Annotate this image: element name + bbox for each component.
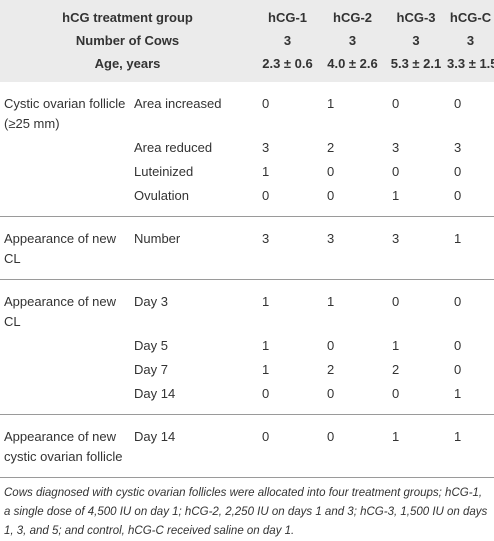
row-label: Area reduced [134, 140, 213, 155]
value-cell: 1 [385, 414, 448, 478]
value-cell: 0 [327, 338, 335, 353]
group-label [0, 382, 130, 415]
group-label [0, 334, 130, 358]
value-cell: 0 [255, 414, 321, 478]
header-cell: 5.3 ± 2.1 [390, 56, 442, 71]
body-row: Ovulation 0 0 1 0 [0, 184, 494, 217]
value-cell: 1 [262, 164, 270, 179]
value-cell: 1 [385, 184, 448, 217]
value-cell: 0 [454, 96, 462, 111]
value-cell: 3 [262, 140, 270, 155]
value-cell: 1 [262, 362, 270, 377]
value-cell: 1 [447, 216, 494, 280]
value-cell: 0 [454, 362, 462, 377]
value-cell: 0 [454, 338, 462, 353]
body-row: Appearance of new cystic ovarian follicl… [0, 414, 494, 478]
row-label: Day 5 [134, 338, 168, 353]
row-label: Day 14 [130, 414, 256, 478]
body-row: Appearance of new CL Day 3 1 1 0 0 [0, 280, 494, 335]
row-label: Day 3 [134, 294, 168, 309]
group-label: Appearance of new CL [0, 216, 130, 280]
value-cell: 0 [385, 382, 448, 415]
value-cell: 1 [392, 338, 400, 353]
value-cell: 3 [320, 216, 386, 280]
value-cell: 1 [447, 414, 494, 478]
value-cell: 1 [447, 382, 494, 415]
group-label: Cystic ovarian follicle (≥25 mm) [4, 96, 126, 131]
group-label [0, 136, 130, 160]
header-cell: hCG-1 [268, 10, 308, 25]
value-cell: 1 [262, 294, 270, 309]
row-label: Day 7 [134, 362, 168, 377]
header-cell: 3.3 ± 1.5 [447, 56, 494, 71]
header-row: hCG treatment group hCG-1 hCG-2 hCG-3 hCG-C [0, 0, 494, 29]
value-cell: 0 [392, 164, 400, 179]
row-label: Ovulation [130, 184, 256, 217]
group-label [0, 184, 130, 217]
footnote: Cows diagnosed with cystic ovarian folli… [4, 487, 488, 537]
table-header: hCG treatment group hCG-1 hCG-2 hCG-3 hCG-C N… [0, 0, 494, 82]
group-label: Appearance of new CL [4, 294, 117, 329]
value-cell: 3 [454, 140, 462, 155]
body-row: Day 14 0 0 0 1 [0, 382, 494, 415]
value-cell: 0 [447, 184, 494, 217]
body-row: Day 5 1 0 1 0 [0, 334, 494, 358]
header-cell: 2.3 ± 0.6 [262, 56, 313, 71]
header-label: Number of Cows [75, 33, 180, 48]
group-label [0, 160, 130, 184]
group-label [0, 358, 130, 382]
value-cell: 0 [327, 164, 335, 179]
value-cell: 2 [327, 362, 335, 377]
value-cell: 1 [327, 294, 335, 309]
results-table: hCG treatment group hCG-1 hCG-2 hCG-3 hCG-C N… [0, 0, 494, 478]
header-cell: hCG-2 [333, 10, 373, 25]
header-cell: hCG-C [449, 10, 492, 25]
group-label: Appearance of new cystic ovarian follicl… [0, 414, 130, 478]
body-row: Area reduced 3 2 3 3 [0, 136, 494, 160]
row-label: Number [130, 216, 256, 280]
value-cell: 0 [262, 96, 270, 111]
body-row: Day 7 1 2 2 0 [0, 358, 494, 382]
header-row: Age, years 2.3 ± 0.6 4.0 ± 2.6 5.3 ± 2.1 3.3… [0, 52, 494, 82]
value-cell: 0 [454, 164, 462, 179]
header-label: Age, years [94, 56, 161, 71]
value-cell: 0 [255, 382, 321, 415]
value-cell: 3 [255, 216, 321, 280]
value-cell: 2 [327, 140, 335, 155]
value-cell: 1 [327, 96, 335, 111]
value-cell: 0 [320, 184, 386, 217]
header-cell: 3 [283, 33, 292, 48]
value-cell: 0 [320, 414, 386, 478]
value-cell: 3 [392, 140, 400, 155]
header-cell: 3 [466, 33, 475, 48]
row-label: Luteinized [134, 164, 194, 179]
header-cell: 3 [412, 33, 420, 48]
header-label: hCG treatment group [62, 10, 193, 25]
header-row: Number of Cows 3 3 3 3 [0, 29, 494, 52]
value-cell: 3 [385, 216, 448, 280]
value-cell: 0 [255, 184, 321, 217]
header-cell: 3 [348, 33, 357, 48]
header-cell: hCG-3 [396, 10, 436, 25]
value-cell: 1 [262, 338, 270, 353]
row-label: Day 14 [130, 382, 256, 415]
row-label: Area increased [134, 96, 222, 111]
value-cell: 0 [454, 294, 462, 309]
header-cell: 4.0 ± 2.6 [327, 56, 378, 71]
value-cell: 0 [392, 294, 400, 309]
body-row: Luteinized 1 0 0 0 [0, 160, 494, 184]
value-cell: 2 [392, 362, 400, 377]
value-cell: 0 [320, 382, 386, 415]
value-cell: 0 [392, 96, 400, 111]
table-body: Cystic ovarian follicle (≥25 mm) Area inc… [0, 82, 494, 478]
body-row: Cystic ovarian follicle (≥25 mm) Area inc… [0, 82, 494, 136]
body-row: Appearance of new CL Number 3 3 3 1 [0, 216, 494, 280]
